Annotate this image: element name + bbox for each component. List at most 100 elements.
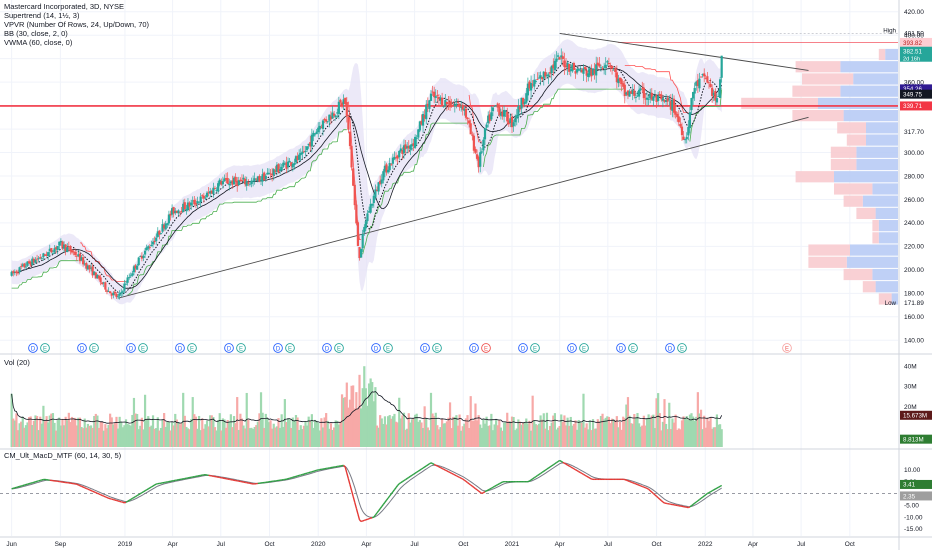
- candle-body: [134, 265, 137, 269]
- volume-bar: [62, 425, 66, 447]
- indicator-vpvr-label[interactable]: VPVR (Number Of Rows, 24, Up/Down, 70): [4, 20, 150, 29]
- macd-line-segment: [500, 481, 503, 484]
- candle-body: [541, 76, 544, 80]
- candle-body: [606, 61, 609, 63]
- volume-bar: [514, 430, 517, 447]
- macd-line-segment: [575, 469, 578, 472]
- upcoming-earnings-marker-label: E: [785, 346, 789, 352]
- time-axis-tick: Apr: [361, 541, 372, 548]
- volume-bar: [137, 429, 140, 447]
- macd-line-segment: [640, 485, 643, 488]
- candle-body: [423, 115, 426, 119]
- bollinger-band-fill: [11, 39, 722, 305]
- volume-bar: [340, 394, 344, 447]
- price-axis-tick: 240.00: [904, 220, 924, 227]
- bar-countdown-tag: 2d 16h: [903, 57, 920, 63]
- volume-bar: [278, 427, 282, 447]
- volume-bar: [321, 427, 325, 447]
- volume-bar: [663, 399, 666, 447]
- earnings-marker: [285, 343, 295, 353]
- volume-bar: [105, 428, 109, 447]
- volume-bar: [569, 416, 572, 447]
- volume-bar: [518, 421, 522, 447]
- volume-bar: [610, 418, 614, 447]
- candle-body: [371, 203, 374, 206]
- volume-bar: [379, 415, 382, 447]
- volume-bar: [70, 416, 74, 447]
- volume-profile-down-bar: [808, 244, 850, 256]
- candle-body: [282, 162, 285, 167]
- candle-body: [599, 67, 603, 69]
- macd-pane-title[interactable]: CM_Ult_MacD_MTF (60, 14, 30, 5): [4, 451, 122, 460]
- dividend-marker: [322, 343, 332, 353]
- dividend-marker-label: D: [668, 346, 673, 352]
- candle-body: [428, 100, 431, 109]
- volume-bar: [615, 416, 618, 447]
- candle-body: [406, 146, 409, 149]
- macd-line-segment: [624, 478, 627, 481]
- volume-bar: [315, 420, 318, 447]
- indicator-vwma-label[interactable]: VWMA (60, close, 0): [4, 38, 73, 47]
- vwma-price-tag: 349.75: [903, 91, 922, 98]
- candle-body: [520, 97, 523, 109]
- candle-body: [204, 197, 207, 199]
- macd-line-segment: [385, 497, 389, 501]
- candle-body: [112, 292, 115, 296]
- volume-bar: [544, 428, 547, 447]
- candle-body: [75, 255, 78, 257]
- candle-body: [379, 180, 382, 184]
- volume-bar: [674, 414, 677, 447]
- dividend-marker: [567, 343, 577, 353]
- volume-bar: [545, 412, 549, 447]
- candle-body: [572, 63, 576, 70]
- macd-line-segment: [642, 485, 645, 488]
- candle-body: [580, 69, 583, 73]
- macd-line-segment: [530, 478, 534, 481]
- candle-body: [136, 265, 139, 270]
- candle-body: [342, 99, 345, 105]
- price-axis-tick: 317.70: [904, 129, 924, 136]
- candle-body: [507, 120, 510, 125]
- macd-line-segment: [417, 469, 421, 472]
- volume-bar: [291, 417, 294, 447]
- macd-line-segment: [560, 460, 564, 463]
- candle-body: [321, 120, 325, 129]
- volume-bar: [571, 425, 574, 447]
- volume-bar: [460, 430, 463, 447]
- candle-body: [347, 117, 350, 130]
- candle-body: [369, 204, 372, 213]
- candle-body: [394, 157, 398, 158]
- candle-body: [625, 92, 628, 95]
- candle-body: [340, 102, 344, 106]
- candle-body: [264, 175, 267, 179]
- candle-body: [439, 97, 442, 101]
- volume-bar: [170, 422, 174, 447]
- macd-line-segment: [549, 465, 553, 468]
- volume-bar: [159, 427, 163, 447]
- volume-ma-tag-bg: [900, 410, 932, 420]
- candle-body: [18, 267, 21, 273]
- candle-body: [691, 91, 695, 99]
- chart-title[interactable]: Mastercard Incorporated, 3D, NYSE: [4, 2, 125, 11]
- volume-bar: [312, 427, 315, 447]
- volume-bar: [174, 413, 177, 447]
- volume-bar: [364, 388, 367, 447]
- candle-body: [601, 68, 604, 70]
- candle-body: [104, 282, 107, 290]
- volume-bar: [78, 417, 82, 447]
- volume-bar: [313, 419, 317, 447]
- candle-body: [525, 93, 528, 103]
- candle-body: [151, 241, 155, 245]
- indicator-supertrend-label[interactable]: Supertrend (14, 1½, 3): [4, 11, 80, 20]
- macd-line-segment: [433, 463, 437, 466]
- volume-bar: [229, 414, 232, 447]
- volume-bar: [599, 415, 603, 447]
- volume-bar: [136, 413, 139, 447]
- macd-line-segment: [557, 459, 561, 463]
- indicator-bb-label[interactable]: BB (30, close, 2, 0): [4, 29, 68, 38]
- macd-line-segment: [699, 497, 702, 501]
- volume-bar: [282, 426, 285, 447]
- macd-line-segment: [688, 506, 691, 509]
- volume-pane-title[interactable]: Vol (20): [4, 358, 30, 367]
